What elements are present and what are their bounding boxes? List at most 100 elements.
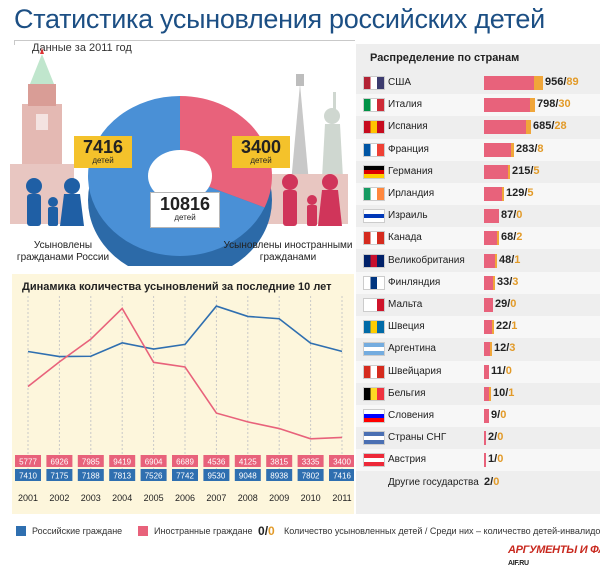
- country-disabled-bar: [502, 187, 504, 201]
- country-value: 9/0: [491, 409, 507, 421]
- data-label-bg-foreign: [172, 455, 198, 467]
- country-value: 1/0: [488, 453, 504, 466]
- x-tick-label: 2006: [175, 493, 195, 503]
- country-name: Германия: [388, 165, 433, 177]
- countries-panel-title: Распределение по странам: [370, 52, 520, 64]
- germany-flag-icon: [364, 165, 384, 178]
- country-row: Великобритания 48/1: [356, 250, 600, 272]
- data-label-domestic: 8938: [270, 472, 288, 481]
- country-name: Канада: [388, 232, 422, 244]
- data-label-bg-domestic: [109, 469, 136, 481]
- data-label-bg-foreign: [297, 455, 324, 467]
- total-count-unit: детей: [174, 213, 196, 222]
- data-label-domestic: 7188: [82, 472, 100, 481]
- country-row: Страны СНГ 2/0: [356, 427, 600, 449]
- country-bar: [484, 142, 511, 157]
- country-row: Испания 685/28: [356, 116, 600, 138]
- foreign-count-bubble: 3400 детей: [232, 136, 290, 168]
- legend-sample: 0/0: [258, 524, 275, 538]
- country-row: Финляндия 33/3: [356, 271, 600, 294]
- country-value: 215/5: [512, 164, 540, 177]
- country-row: Швейцария 11/0: [356, 360, 600, 383]
- france-flag-icon: [364, 143, 384, 156]
- data-label-foreign: 6904: [145, 458, 163, 467]
- country-disabled-bar: [489, 386, 491, 401]
- country-value: 2/0: [488, 431, 504, 444]
- belgium-flag-icon: [364, 387, 384, 400]
- data-label-foreign: 3400: [333, 458, 351, 467]
- country-bar: [484, 187, 502, 201]
- country-name: Мальта: [388, 299, 423, 310]
- country-disabled-bar: [534, 76, 543, 90]
- data-label-foreign: 6926: [51, 458, 69, 467]
- country-bar: [484, 386, 489, 401]
- data-label-bg-foreign: [140, 455, 167, 467]
- russian-family-icon: [26, 178, 84, 226]
- data-label-domestic: 7526: [145, 472, 163, 481]
- data-label-domestic: 9530: [208, 472, 226, 481]
- country-value: 798/30: [537, 98, 571, 111]
- spain-flag-icon: [364, 121, 384, 134]
- domestic-count-bubble: 7416 детей: [74, 136, 132, 168]
- data-label-bg-domestic: [297, 469, 324, 481]
- data-label-domestic: 7813: [113, 472, 131, 481]
- country-bar: [484, 164, 508, 179]
- country-bar: [484, 298, 493, 312]
- country-row: Словения 9/0: [356, 405, 600, 427]
- country-disabled-bar: [530, 98, 535, 113]
- country-name: Аргентина: [388, 343, 436, 355]
- country-name: Финляндия: [388, 276, 441, 288]
- data-label-bg-foreign: [266, 455, 293, 467]
- country-name: Швейцария: [388, 365, 442, 377]
- data-label-bg-domestic: [172, 469, 198, 481]
- slovenia-flag-icon: [364, 410, 384, 422]
- country-name: Швеция: [388, 321, 425, 333]
- country-name: Франция: [388, 143, 429, 155]
- header-divider: [14, 40, 355, 45]
- aif-logo: АРГУМЕНТЫ И ФАКТЫ AIF.RU: [508, 544, 600, 568]
- data-label-foreign: 7985: [82, 458, 100, 467]
- data-label-domestic: 9048: [239, 472, 257, 481]
- country-bar: [484, 98, 530, 113]
- country-row: Израиль 87/0: [356, 205, 600, 227]
- foreign-count-unit: детей: [250, 156, 272, 165]
- country-disabled-bar: [526, 120, 531, 135]
- country-value: 29/0: [495, 298, 517, 310]
- country-value: 11/0: [491, 364, 512, 377]
- country-value: 12/3: [494, 342, 516, 355]
- argentina-flag-icon: [364, 343, 384, 356]
- country-bar: [484, 253, 495, 268]
- country-name: Австрия: [388, 454, 427, 466]
- legend-swatch-foreign: [138, 526, 148, 536]
- country-name: Словения: [388, 410, 435, 421]
- country-bar: [484, 453, 486, 468]
- country-value: 22/1: [496, 320, 518, 333]
- data-label-domestic: 7802: [302, 472, 320, 481]
- series-line-domestic: [27, 305, 343, 358]
- country-row: Мальта 29/0: [356, 294, 600, 316]
- countries-panel: Распределение по странам США 956/89 Италия…: [356, 44, 600, 514]
- country-bar: [484, 275, 493, 290]
- data-label-foreign: 3815: [270, 458, 288, 467]
- domestic-caption: Усыновлены гражданами России: [16, 240, 110, 263]
- page-title: Статистика усыновления российских детей: [14, 4, 545, 34]
- legend: Российские граждане Иностранные граждане…: [0, 516, 600, 576]
- country-name: Испания: [388, 121, 428, 133]
- country-value: 2/0: [484, 475, 500, 488]
- country-row: Франция 283/8: [356, 138, 600, 161]
- data-label-domestic: 7416: [333, 472, 351, 481]
- country-bar: [484, 409, 489, 423]
- domestic-count: 7416: [82, 137, 124, 157]
- legend-explanation: Количество усыновленных детей / Среди ни…: [284, 526, 600, 536]
- summary-panel: 7416 детей 3400 детей Усыновлены граждан…: [0, 44, 355, 280]
- country-disabled-bar: [495, 253, 497, 268]
- ireland-flag-icon: [364, 188, 384, 200]
- uk-flag-icon: [364, 254, 384, 267]
- country-row: Германия 215/5: [356, 161, 600, 183]
- country-disabled-bar: [492, 320, 494, 335]
- country-value: 956/89: [545, 76, 579, 88]
- total-count-box: 10816 детей: [150, 192, 220, 228]
- switzerland-flag-icon: [364, 365, 384, 378]
- data-label-bg-foreign: [329, 455, 354, 467]
- data-label-bg-domestic: [329, 469, 354, 481]
